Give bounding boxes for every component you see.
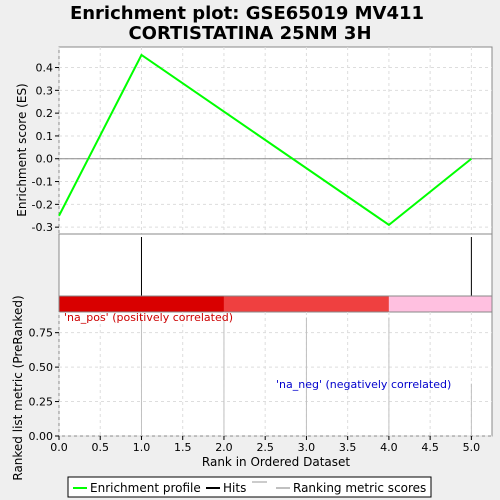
color-bar-segment [223,296,389,312]
es-y-tick-label: -0.3 [32,221,53,234]
rank-x-ticks: 0.0 0.5 1.0 1.5 2.0 2.5 3.0 3.5 4.0 4.5 5.0 [50,436,480,454]
es-grid [58,47,492,234]
hits-panel-background [58,233,493,297]
es-y-tick-label: -0.2 [32,198,53,211]
rank-y-ticks: 0.75 0.50 0.25 0.00 [29,327,59,443]
rank-x-tick-label: 0.5 [91,441,109,454]
legend: Enrichment profile Hits Ranking metric s… [67,476,432,498]
rank-y-tick-label: 0.75 [29,327,54,340]
es-enrichment-line [58,53,473,227]
hits-marks [140,237,472,296]
es-y-ticks: 0.4 0.3 0.2 0.1 0.0 -0.1 -0.2 -0.3 [32,62,59,234]
rank-metric-scores [140,317,472,436]
rank-x-tick-label: 4.0 [380,441,398,454]
rank-x-tick-label: 2.0 [215,441,233,454]
pos-correlation-label: 'na_pos' (positively correlated) [64,311,233,324]
rank-x-tick-label: 4.5 [421,441,439,454]
rank-x-tick-label: 3.0 [298,441,316,454]
rank-x-tick-label: 1.0 [133,441,151,454]
es-y-tick-label: 0.4 [36,62,54,75]
rank-x-tick-label: 1.5 [174,441,192,454]
rank-x-tick-label: 3.5 [339,441,357,454]
es-y-tick-label: 0.3 [36,84,54,97]
chart-title-line2: CORTISTATINA 25NM 3H [128,23,371,44]
color-bar-segment [388,296,492,312]
es-series [58,53,492,227]
es-panel-background [58,46,493,235]
rank-color-bar [58,295,493,313]
chart-title-line1: Enrichment plot: GSE65019 MV411 [70,3,424,24]
legend-box [67,476,432,498]
es-y-tick-label: 0.0 [36,153,54,166]
color-bar-segment [59,296,224,312]
es-y-tick-label: 0.2 [36,107,54,120]
legend-enrichment-label: Enrichment profile [90,481,201,495]
es-y-tick-label: 0.1 [36,130,54,143]
legend-ranking-label: Ranking metric scores [293,481,426,495]
rank-y-axis-label: Ranked list metric (PreRanked) [11,295,25,480]
rank-panel-background [58,311,493,437]
rank-y-tick-label: 0.00 [29,430,54,443]
rank-y-tick-label: 0.25 [29,396,54,409]
rank-x-tick-label: 0.0 [50,441,68,454]
rank-grid [58,312,492,437]
rank-x-tick-label: 2.5 [256,441,274,454]
es-y-axis-label: Enrichment score (ES) [15,83,29,216]
rank-x-axis-label: Rank in Ordered Dataset [202,455,350,469]
neg-correlation-label: 'na_neg' (negatively correlated) [276,378,451,391]
es-y-tick-label: -0.1 [32,176,53,189]
rank-y-tick-label: 0.50 [29,361,54,374]
rank-x-tick-label: 5.0 [463,441,481,454]
legend-hits-label: Hits [223,481,246,495]
